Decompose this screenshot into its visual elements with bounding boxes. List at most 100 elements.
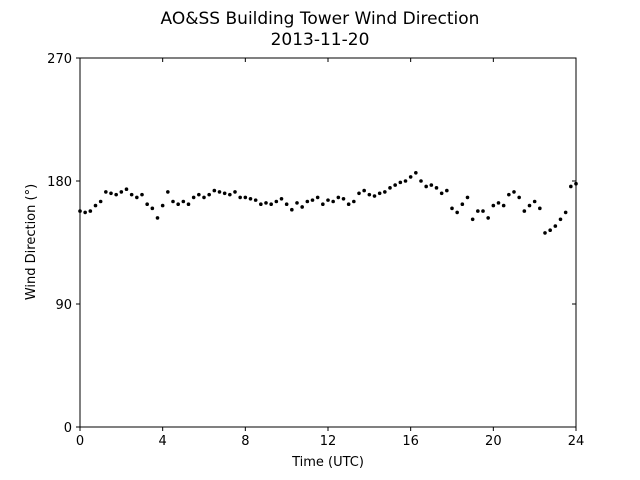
x-axis-label: Time (UTC) xyxy=(291,455,364,470)
data-point xyxy=(145,202,149,207)
data-point xyxy=(481,209,485,213)
data-point xyxy=(357,191,361,196)
data-point xyxy=(321,202,325,207)
x-tick-label: 8 xyxy=(241,434,249,449)
data-point xyxy=(305,199,310,204)
chart-subtitle: 2013-11-20 xyxy=(271,30,370,50)
data-point xyxy=(517,195,521,200)
data-point xyxy=(88,209,93,213)
data-point xyxy=(574,181,578,186)
data-point xyxy=(243,195,248,200)
data-point xyxy=(228,192,232,197)
data-point xyxy=(135,195,139,200)
data-point xyxy=(176,202,180,207)
data-point xyxy=(398,180,403,185)
data-point xyxy=(419,179,423,183)
data-point xyxy=(429,183,434,187)
data-point xyxy=(186,202,191,207)
data-point xyxy=(114,192,118,197)
data-point xyxy=(191,195,196,200)
data-point xyxy=(248,196,253,201)
data-point xyxy=(279,196,284,201)
data-point xyxy=(414,171,418,175)
plot-frame xyxy=(79,57,577,428)
data-point xyxy=(295,201,299,205)
data-point xyxy=(383,190,387,194)
data-point xyxy=(274,199,279,204)
data-point xyxy=(197,192,201,197)
data-point xyxy=(212,188,217,193)
x-tick-label: 0 xyxy=(76,434,84,449)
data-point xyxy=(217,190,222,194)
data-point xyxy=(341,196,346,201)
data-point xyxy=(434,186,439,190)
data-point xyxy=(83,210,87,215)
data-point xyxy=(532,199,537,204)
y-tick-label: 270 xyxy=(47,52,72,67)
data-point xyxy=(336,195,341,200)
data-point xyxy=(140,192,144,197)
x-tick-label: 12 xyxy=(320,434,337,449)
data-point xyxy=(171,199,175,204)
data-point xyxy=(233,190,237,194)
data-point xyxy=(460,202,465,207)
data-point xyxy=(496,201,501,205)
data-point xyxy=(253,198,258,202)
data-point xyxy=(346,202,351,207)
data-point xyxy=(522,209,527,213)
y-axis-label: Wind Direction (°) xyxy=(24,184,39,300)
data-point xyxy=(486,216,490,220)
data-point xyxy=(403,179,408,183)
data-point xyxy=(315,195,320,200)
data-point xyxy=(393,183,397,187)
data-point xyxy=(548,228,552,232)
data-point xyxy=(93,203,98,208)
data-point xyxy=(538,206,542,211)
data-point xyxy=(290,207,294,212)
data-point xyxy=(259,202,263,207)
data-point xyxy=(207,192,211,197)
data-point xyxy=(300,205,304,209)
data-point xyxy=(527,203,532,208)
data-point xyxy=(331,199,335,204)
data-point xyxy=(202,195,206,200)
data-point xyxy=(124,187,129,191)
data-point xyxy=(388,186,392,190)
data-point xyxy=(264,201,268,205)
data-point xyxy=(160,203,165,208)
data-point xyxy=(465,195,470,200)
data-point xyxy=(408,175,413,179)
data-point xyxy=(367,192,372,197)
x-tick-label: 20 xyxy=(485,434,502,449)
data-point xyxy=(166,190,170,194)
data-point xyxy=(129,192,134,197)
data-point xyxy=(181,199,186,204)
data-point xyxy=(155,216,160,220)
x-tick-label: 16 xyxy=(402,434,419,449)
data-point xyxy=(507,192,511,197)
data-point xyxy=(553,224,558,228)
data-point xyxy=(543,231,547,235)
data-point xyxy=(326,198,330,202)
x-tick-label: 24 xyxy=(568,434,585,449)
data-point xyxy=(119,190,124,194)
data-point xyxy=(501,203,506,208)
data-point xyxy=(569,184,573,189)
data-point xyxy=(222,191,227,196)
y-tick-label: 90 xyxy=(55,298,72,313)
data-point xyxy=(104,190,108,194)
data-point xyxy=(558,217,563,222)
data-point xyxy=(445,188,449,193)
data-point xyxy=(476,209,480,213)
data-point xyxy=(238,195,242,200)
data-point xyxy=(352,199,356,204)
data-point xyxy=(491,203,496,208)
data-point xyxy=(284,202,289,207)
data-point xyxy=(362,188,366,193)
data-point xyxy=(455,210,459,215)
data-point xyxy=(563,210,568,215)
chart-title: AO&SS Building Tower Wind Direction xyxy=(161,9,480,29)
data-point xyxy=(470,217,475,222)
y-tick-label: 0 xyxy=(64,421,72,436)
